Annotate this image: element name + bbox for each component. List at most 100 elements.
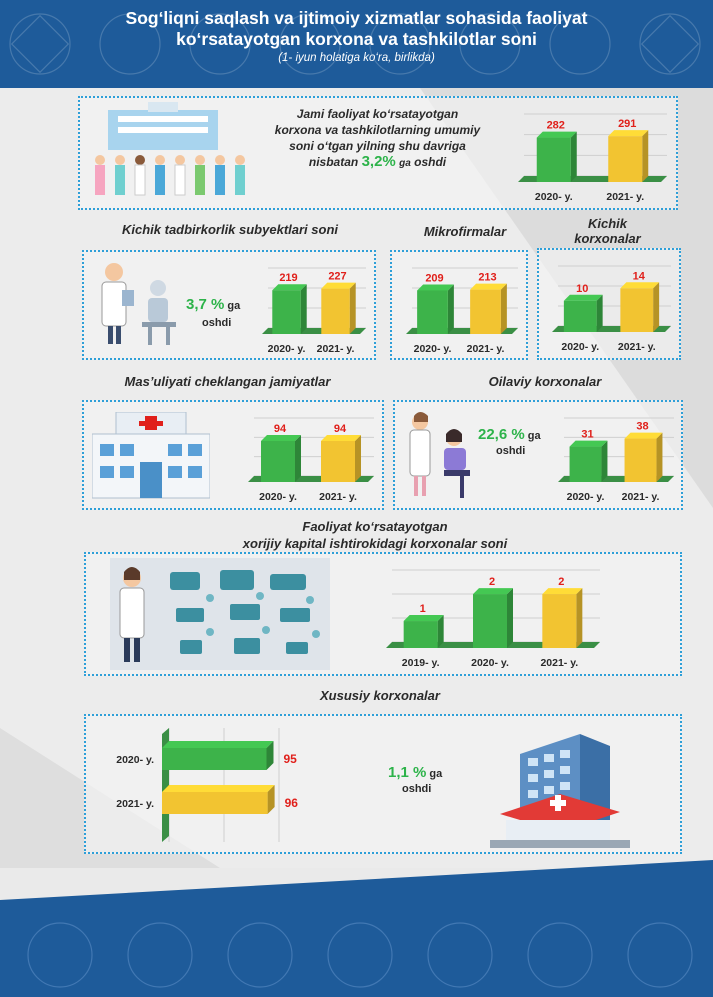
data-label: 2 [489,576,495,588]
bar-side [447,284,454,334]
bar-side [437,615,444,648]
bar-side [601,440,608,482]
total-description: Jami faoliyat ko‘rsatayotgan korxona va … [250,106,505,172]
footer-ornament [0,860,713,997]
category-label: 2021- y. [540,657,578,669]
total-text-line3: soni o‘tgan yilning shu davriga [289,139,466,153]
bar-top [542,588,583,595]
total-text-line2: korxona va tashkilotlarning umumiy [274,123,481,137]
header-banner: Sog‘liqni saqlash va ijtimoiy xizmatlar … [0,0,713,88]
bar-top [162,741,274,748]
bar [473,594,507,648]
category-label: 2020- y. [535,191,573,203]
bar-side [570,131,577,182]
private-title: Xususiy korxonalar [320,688,440,703]
foreign-bar-chart: 1 2019- y. 2 2020- y. 2 2021- y. [386,569,600,669]
bar-side [642,130,649,182]
small-title: Kichik korxonalar [560,216,655,246]
data-label: 38 [636,421,648,433]
small-business-bar-chart: 219 2020- y. 227 2021- y. [262,267,366,355]
bar [403,621,438,648]
small-business-ga: ga [227,300,241,312]
bar-top [624,432,663,439]
data-label: 94 [334,423,347,435]
family-ga: ga [527,430,541,442]
bar-top [272,284,307,291]
bar-side [596,294,603,332]
category-label: 2020- y. [268,343,306,355]
category-label: 2020- y. [116,754,154,766]
bar-top [162,785,275,792]
category-label: 2021- y. [618,341,656,353]
category-label: 2020- y. [471,657,509,669]
family-oshdi: oshdi [496,445,526,457]
category-label: 2021- y. [317,343,355,355]
page-subtitle: (1- iyun holatiga ko‘ra, birlikda) [278,52,435,64]
llc-title: Mas’uliyati cheklangan jamiyatlar [124,374,331,389]
category-label: 2021- y. [116,798,154,810]
data-label: 1 [420,603,426,615]
data-label: 291 [618,118,636,130]
data-label: 96 [285,796,299,810]
private-ga: ga [429,768,443,780]
category-label: 2020- y. [561,341,599,353]
small-business-growth: 3,7 % ga oshdi [186,296,240,329]
bar-side [267,785,275,814]
small-business-oshdi: oshdi [202,317,232,329]
data-label: 209 [425,272,443,284]
bar-side [295,434,301,482]
small-business-pct: 3,7 % [186,296,225,313]
ornament-pattern [9,13,701,75]
bar-top [473,588,513,595]
bar-side [653,282,660,332]
bar-side [656,432,663,482]
foreign-title-line1: Faoliyat ko‘rsatayotgan [302,519,448,534]
family-pct: 22,6 % [478,426,525,443]
bar-top [321,282,356,289]
small-title-line1: Kichik [587,216,627,231]
total-text-line4: nisbatan 3,2% ga oshdi [250,154,505,172]
bar-top [620,282,660,289]
bar-top [536,131,577,138]
data-label: 213 [478,272,496,284]
category-label: 2021- y. [622,491,660,503]
bar [261,440,295,482]
bar [536,137,571,182]
bar-side [266,741,274,770]
category-label: 2020- y. [259,491,297,503]
small-business-title: Kichik tadbirkorlik subyektlari soni [121,222,338,237]
bar [417,290,448,334]
data-label: 2 [558,576,564,588]
bar [272,290,301,334]
private-oshdi: oshdi [402,783,432,795]
family-title: Oilaviy korxonalar [488,374,602,389]
bar [162,748,267,770]
data-label: 95 [284,752,298,766]
bar-top [569,440,608,447]
hospital-tower-illustration [490,734,630,848]
bar [321,288,350,334]
bar-side [576,588,583,648]
data-label: 282 [547,120,565,132]
private-pct: 1,1 % [388,764,427,781]
bar-top [261,434,301,441]
bar [470,289,501,334]
data-label: 31 [581,429,593,441]
small-title-line2: korxonalar [574,231,641,246]
bar [620,288,654,332]
bar-side [500,283,507,334]
consultation-illustration [409,412,470,498]
category-label: 2020- y. [567,491,605,503]
category-label: 2020- y. [414,343,452,355]
bar [321,440,355,482]
total-text-nisbatan: nisbatan [308,155,359,169]
total-text-oshdi: oshdi [414,155,447,169]
data-label: 10 [576,283,588,295]
hospital-staff-illustration [95,102,245,196]
doctor-patient-illustration [101,263,176,345]
page-title-line2: ko‘rsatayotgan korxona va tashkilotlar s… [176,29,537,49]
page-title: Sog‘liqni saqlash va ijtimoiy xizmatlar … [125,8,588,28]
bar-top [563,294,603,301]
bar-top [403,615,444,622]
bar-top [417,284,454,291]
